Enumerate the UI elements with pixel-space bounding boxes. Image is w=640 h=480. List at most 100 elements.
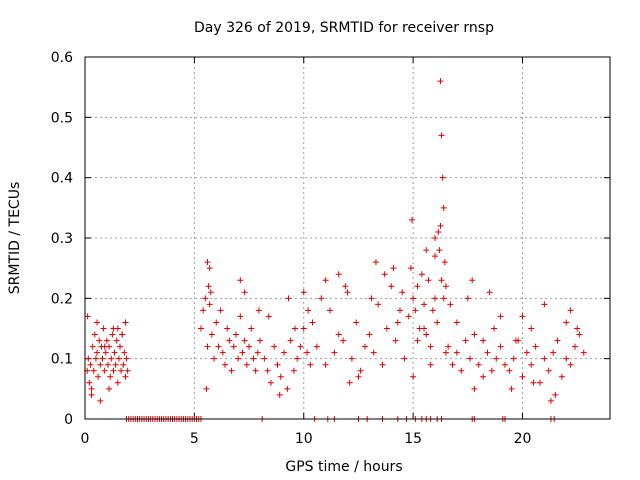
data-point bbox=[342, 283, 349, 290]
data-point bbox=[348, 355, 355, 362]
data-point bbox=[197, 325, 204, 332]
data-point bbox=[439, 174, 446, 181]
data-point bbox=[237, 313, 244, 320]
data-point bbox=[88, 385, 95, 392]
x-tick-label: 0 bbox=[81, 431, 90, 447]
y-tick-label: 0.3 bbox=[51, 231, 73, 247]
data-point bbox=[109, 331, 116, 338]
data-point bbox=[467, 355, 473, 362]
data-point bbox=[235, 355, 242, 362]
data-point bbox=[344, 289, 351, 296]
data-point bbox=[576, 331, 583, 338]
y-tick-label: 0.5 bbox=[51, 110, 73, 126]
data-point bbox=[277, 373, 284, 380]
data-point bbox=[484, 349, 491, 356]
data-point bbox=[119, 331, 126, 338]
data-point bbox=[102, 349, 109, 356]
data-point bbox=[497, 313, 504, 320]
data-point bbox=[407, 265, 414, 272]
x-tick-label: 20 bbox=[514, 431, 532, 447]
data-point bbox=[437, 222, 444, 229]
data-point bbox=[111, 349, 118, 356]
data-point bbox=[435, 228, 442, 235]
data-point bbox=[267, 379, 274, 386]
data-point bbox=[572, 343, 578, 350]
data-point bbox=[230, 343, 237, 350]
data-point bbox=[401, 355, 408, 362]
data-point bbox=[84, 313, 91, 320]
data-point bbox=[122, 319, 129, 326]
data-point bbox=[261, 355, 268, 362]
data-point bbox=[421, 301, 428, 308]
data-point bbox=[292, 325, 298, 332]
data-point bbox=[357, 367, 364, 374]
y-tick-label: 0.2 bbox=[51, 291, 73, 307]
y-tick-label: 0.4 bbox=[51, 171, 73, 187]
data-point bbox=[285, 295, 292, 302]
data-point bbox=[300, 325, 307, 332]
data-point bbox=[202, 295, 209, 302]
data-point bbox=[370, 349, 377, 356]
data-point bbox=[486, 289, 493, 296]
data-point bbox=[271, 343, 278, 350]
data-point bbox=[372, 259, 379, 266]
data-point bbox=[567, 307, 574, 314]
data-point bbox=[219, 349, 226, 356]
data-point bbox=[281, 349, 288, 356]
y-tick-label: 0 bbox=[64, 412, 73, 428]
data-point bbox=[107, 373, 114, 380]
data-point bbox=[362, 343, 368, 350]
data-point bbox=[458, 367, 465, 374]
data-point bbox=[405, 313, 412, 320]
data-point bbox=[108, 355, 115, 362]
data-point bbox=[305, 307, 312, 314]
data-point bbox=[117, 343, 123, 350]
data-point bbox=[528, 325, 535, 332]
y-tick-labels: 0 0.1 0.2 0.3 0.4 0.5 0.6 bbox=[51, 50, 73, 428]
data-point bbox=[366, 331, 373, 338]
data-point bbox=[410, 373, 417, 380]
data-point bbox=[207, 289, 214, 296]
data-point bbox=[355, 373, 362, 380]
data-point bbox=[441, 259, 448, 266]
data-point bbox=[464, 295, 471, 302]
data-point bbox=[375, 301, 382, 308]
data-point bbox=[335, 271, 342, 278]
data-point bbox=[203, 385, 210, 392]
data-point bbox=[409, 216, 416, 223]
data-point bbox=[530, 379, 537, 386]
data-point bbox=[353, 319, 360, 326]
data-point bbox=[563, 355, 570, 362]
data-point bbox=[122, 373, 129, 380]
data-point bbox=[502, 361, 508, 368]
data-point bbox=[95, 373, 102, 380]
data-point bbox=[388, 283, 395, 290]
y-axis-label: SRMTID / TECUs bbox=[7, 182, 23, 295]
data-point bbox=[101, 367, 108, 374]
data-point bbox=[204, 343, 211, 350]
x-tick-label: 10 bbox=[295, 431, 313, 447]
data-point bbox=[206, 265, 213, 272]
data-point bbox=[442, 349, 449, 356]
data-point bbox=[90, 367, 97, 374]
data-point bbox=[331, 349, 338, 356]
data-point bbox=[442, 283, 449, 290]
data-point bbox=[427, 343, 434, 350]
data-point bbox=[318, 295, 325, 302]
data-point bbox=[497, 343, 504, 350]
data-point bbox=[206, 301, 213, 308]
data-point bbox=[87, 361, 94, 368]
data-point bbox=[537, 379, 543, 386]
data-point bbox=[554, 337, 561, 344]
data-point bbox=[104, 361, 111, 368]
data-point bbox=[257, 337, 263, 344]
data-point bbox=[123, 355, 130, 362]
data-point bbox=[445, 343, 452, 350]
data-point bbox=[379, 361, 386, 368]
data-point bbox=[200, 307, 207, 314]
data-point bbox=[309, 319, 316, 326]
data-point bbox=[96, 337, 103, 344]
data-point bbox=[304, 349, 311, 356]
data-point bbox=[392, 337, 399, 344]
